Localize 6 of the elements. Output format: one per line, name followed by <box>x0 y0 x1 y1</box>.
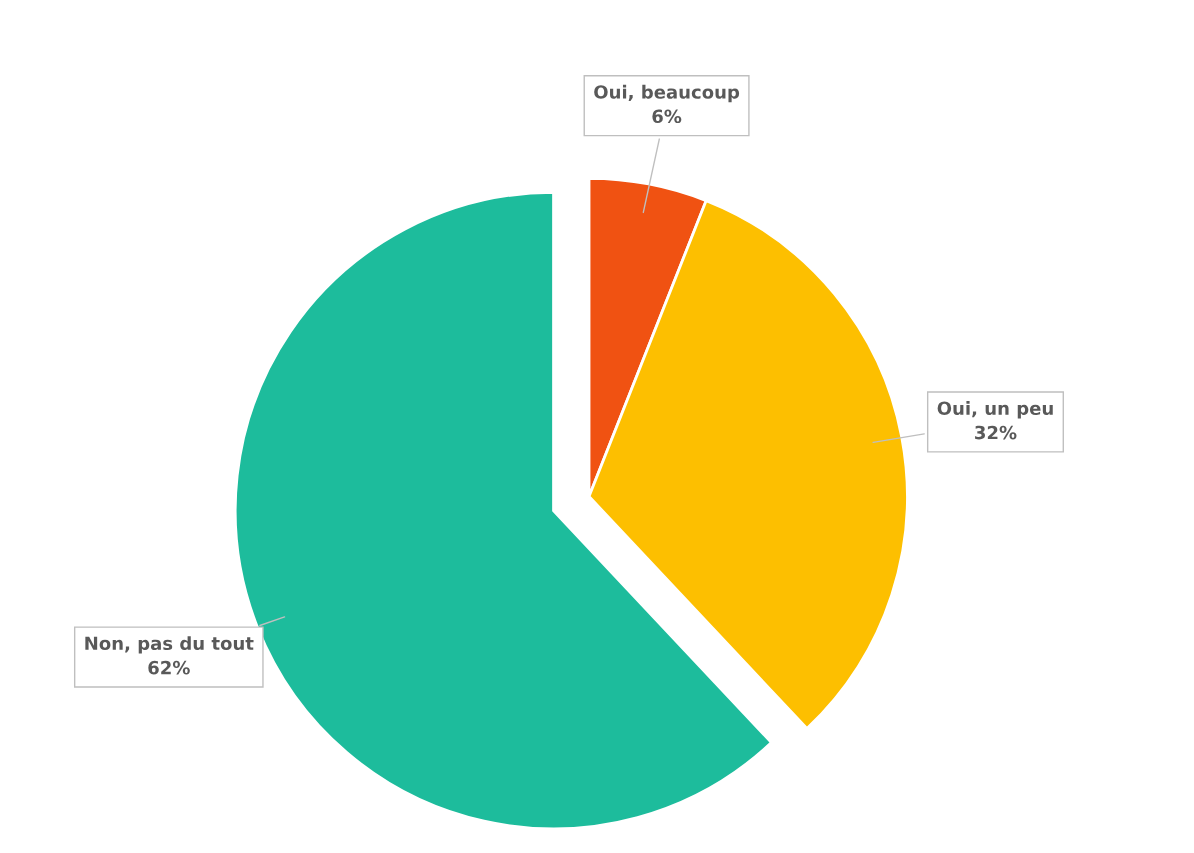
slice-label: Oui, un peu <box>937 401 1053 419</box>
data-label: 32% <box>975 425 1017 440</box>
slice-label: Oui, beaucoup <box>594 84 740 103</box>
data-label: 6% <box>652 109 682 124</box>
slice-label: Non, pas du tout <box>85 636 254 654</box>
data-label: 62% <box>148 660 190 675</box>
